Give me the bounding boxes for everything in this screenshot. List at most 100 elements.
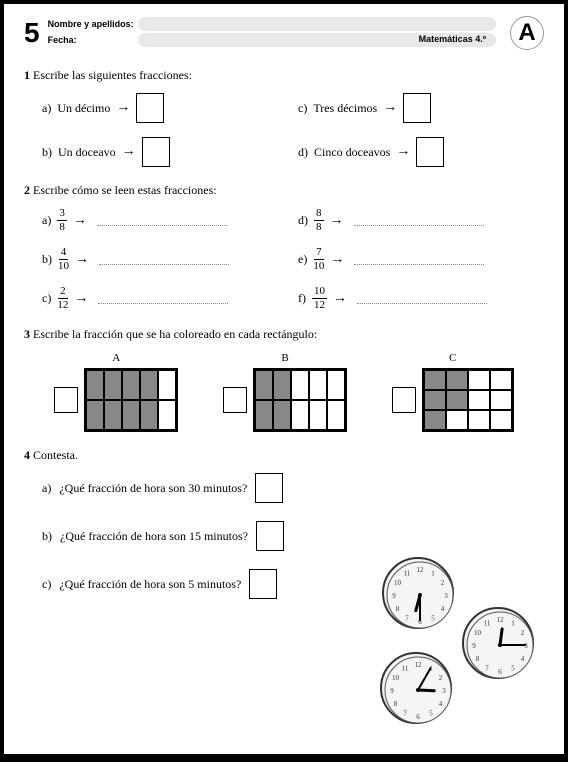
svg-text:5: 5 xyxy=(431,615,435,623)
rect-cell xyxy=(291,400,309,430)
fraction: 410 xyxy=(58,247,69,272)
svg-text:4: 4 xyxy=(439,700,443,708)
answer-box[interactable] xyxy=(249,569,277,599)
answer-box[interactable] xyxy=(392,387,416,413)
svg-text:5: 5 xyxy=(511,665,515,673)
svg-text:3: 3 xyxy=(442,687,446,695)
svg-text:2: 2 xyxy=(441,579,445,587)
item-text: Tres décimos xyxy=(313,101,377,116)
header: 5 Nombre y apellidos: Fecha: Matemáticas… xyxy=(24,16,544,50)
item-letter: b) xyxy=(42,145,52,160)
item-letter: a) xyxy=(42,481,51,496)
svg-text:9: 9 xyxy=(390,687,394,695)
clocks-area: 1234567891011121234567891011121234567891… xyxy=(362,557,542,732)
rect-cell xyxy=(291,370,309,400)
rect-cell xyxy=(122,370,140,400)
svg-text:3: 3 xyxy=(444,592,448,600)
ex1-number: 1 xyxy=(24,68,30,82)
rect-label: A xyxy=(112,352,120,364)
answer-box[interactable] xyxy=(142,137,170,167)
name-input-line[interactable] xyxy=(138,17,496,31)
answer-box[interactable] xyxy=(255,473,283,503)
fraction-numerator: 3 xyxy=(57,208,67,221)
item-letter: c) xyxy=(42,577,51,592)
fraction-numerator: 2 xyxy=(58,286,68,299)
rect-label: C xyxy=(449,352,456,364)
svg-text:2: 2 xyxy=(439,674,443,682)
answer-box[interactable] xyxy=(136,93,164,123)
fraction-numerator: 7 xyxy=(314,247,324,260)
rect-cell xyxy=(327,400,345,430)
clock-icon: 123456789101112 xyxy=(462,607,534,679)
rect-cell xyxy=(255,400,273,430)
fraction-denominator: 8 xyxy=(316,221,322,233)
rect-cell xyxy=(122,400,140,430)
exercise-3: 3 Escribe la fracción que se ha coloread… xyxy=(24,327,544,432)
ex1-item: a)Un décimo→ xyxy=(42,93,288,123)
rect-cell xyxy=(273,370,291,400)
svg-text:11: 11 xyxy=(404,569,411,577)
answer-line[interactable] xyxy=(99,255,229,265)
rect-cell xyxy=(490,410,512,430)
answer-line[interactable] xyxy=(354,216,484,226)
svg-text:12: 12 xyxy=(497,616,505,624)
name-label: Nombre y apellidos: xyxy=(48,19,138,29)
rect-column: C xyxy=(392,352,514,432)
fraction-numerator: 8 xyxy=(314,208,324,221)
svg-text:9: 9 xyxy=(472,642,476,650)
ex3-prompt: Escribe la fracción que se ha coloreado … xyxy=(33,327,317,341)
item-letter: f) xyxy=(298,291,306,306)
rect-cell xyxy=(104,400,122,430)
date-input-line[interactable]: Matemáticas 4.º xyxy=(138,33,496,47)
page-number: 5 xyxy=(24,17,40,49)
fraction: 88 xyxy=(314,208,324,233)
ex1-item: c)Tres décimos→ xyxy=(298,93,544,123)
svg-text:1: 1 xyxy=(511,619,515,627)
answer-box[interactable] xyxy=(223,387,247,413)
ex3-rects: ABC xyxy=(24,352,544,432)
svg-text:10: 10 xyxy=(474,629,482,637)
rect-cell xyxy=(327,370,345,400)
arrow-icon: → xyxy=(122,144,136,160)
answer-box[interactable] xyxy=(416,137,444,167)
answer-box[interactable] xyxy=(54,387,78,413)
item-text: ¿Qué fracción de hora son 30 minutos? xyxy=(59,481,247,496)
item-text: ¿Qué fracción de hora son 5 minutos? xyxy=(59,577,241,592)
ex2-item: f)1012→ xyxy=(298,286,544,311)
rect-cell xyxy=(424,390,446,410)
answer-box[interactable] xyxy=(403,93,431,123)
arrow-icon: → xyxy=(75,252,89,268)
rect-cell xyxy=(158,400,176,430)
rect-cell xyxy=(309,370,327,400)
rect-cell xyxy=(309,400,327,430)
answer-line[interactable] xyxy=(97,216,227,226)
item-letter: a) xyxy=(42,213,51,228)
date-label: Fecha: xyxy=(48,35,138,45)
variant-letter: A xyxy=(510,16,544,50)
rect-cell xyxy=(86,370,104,400)
ex3-number: 3 xyxy=(24,327,30,341)
answer-line[interactable] xyxy=(354,255,484,265)
arrow-icon: → xyxy=(73,213,87,229)
rect-cell xyxy=(273,400,291,430)
colored-rectangle xyxy=(84,368,178,432)
rect-cell xyxy=(468,390,490,410)
ex4-prompt: Contesta. xyxy=(33,448,78,462)
ex2-item: d)88→ xyxy=(298,208,544,233)
item-text: Cinco doceavos xyxy=(314,145,390,160)
answer-box[interactable] xyxy=(256,521,284,551)
svg-text:12: 12 xyxy=(417,566,425,574)
header-fields: Nombre y apellidos: Fecha: Matemáticas 4… xyxy=(48,17,502,49)
rect-cell xyxy=(490,370,512,390)
arrow-icon: → xyxy=(383,100,397,116)
rect-cell xyxy=(158,370,176,400)
ex1-title: 1 Escribe las siguientes fracciones: xyxy=(24,68,544,83)
ex1-prompt: Escribe las siguientes fracciones: xyxy=(33,68,192,82)
answer-line[interactable] xyxy=(98,294,228,304)
item-letter: b) xyxy=(42,529,52,544)
rect-group xyxy=(54,368,178,432)
answer-line[interactable] xyxy=(357,294,487,304)
arrow-icon: → xyxy=(330,213,344,229)
rect-cell xyxy=(446,390,468,410)
ex2-item: e)710→ xyxy=(298,247,544,272)
